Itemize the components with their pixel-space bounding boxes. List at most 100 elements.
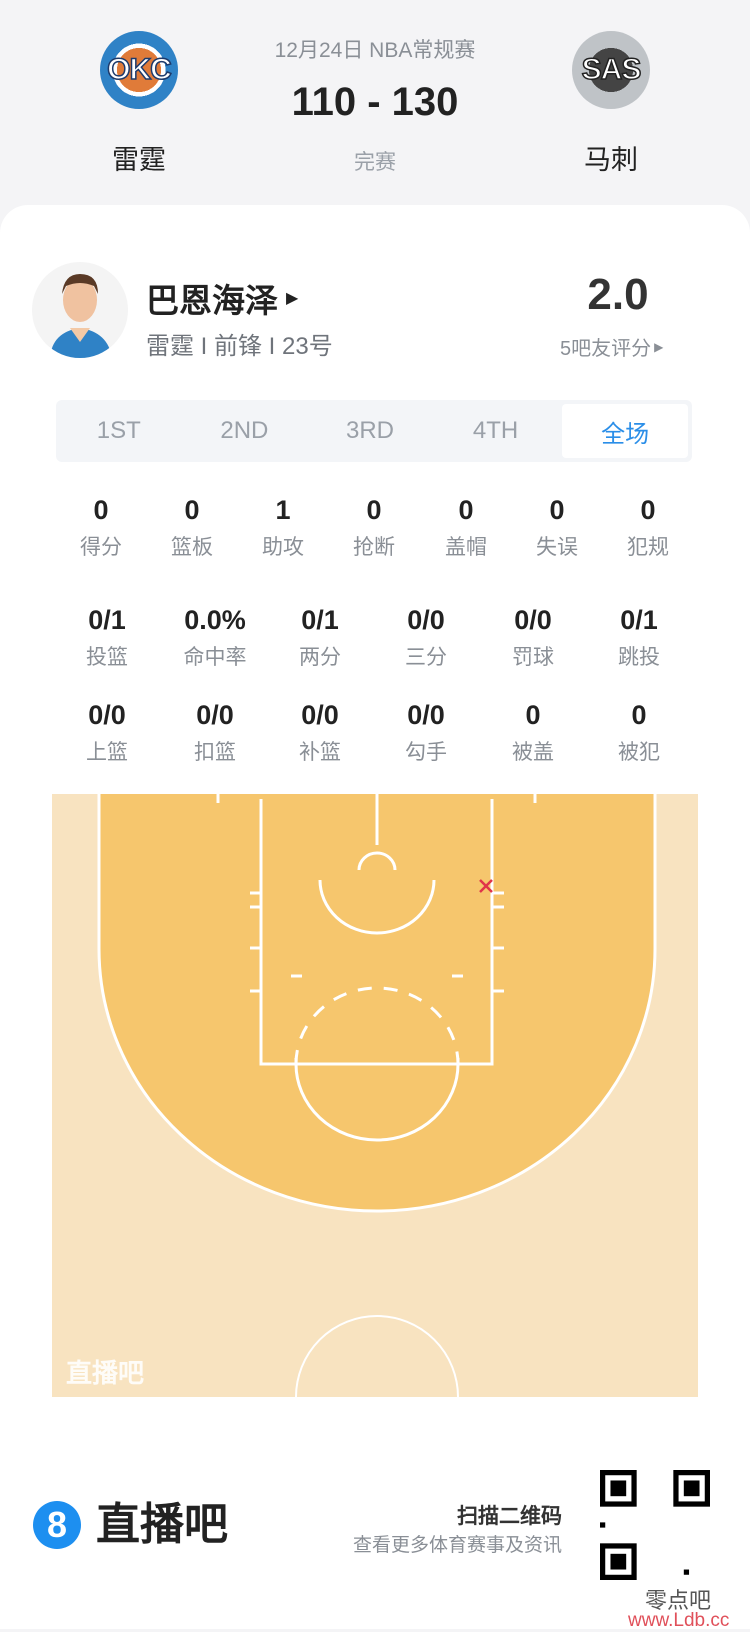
stat-item: 0 盖帽 — [411, 493, 521, 561]
match-status: 完赛 — [354, 151, 396, 174]
stat-label: 助攻 — [262, 536, 304, 559]
qr-code-icon[interactable] — [600, 1470, 710, 1580]
player-name: 巴恩海泽 — [146, 282, 278, 319]
three-point-line — [97, 794, 657, 1213]
rating-label: 5吧友评分 — [560, 338, 652, 360]
stat-value: 0 — [549, 495, 565, 525]
stat-item: 0/0 上篮 — [52, 698, 162, 766]
stat-value: 0/1 — [88, 605, 126, 635]
stat-label: 被犯 — [618, 741, 660, 764]
stat-label: 失误 — [536, 536, 578, 559]
stat-item: 0 得分 — [46, 493, 156, 561]
stat-item: 0.0% 命中率 — [160, 603, 270, 671]
stat-label: 三分 — [405, 646, 447, 669]
court-watermark: 直播吧 — [66, 1358, 144, 1388]
stat-label: 扣篮 — [194, 741, 236, 764]
stat-label: 跳投 — [618, 646, 660, 669]
stat-value: 0 — [631, 700, 647, 730]
stat-value: 0 — [640, 495, 656, 525]
player-info: 雷霆 I 前锋 I 23号 — [146, 333, 333, 360]
stat-item: 0/0 罚球 — [478, 603, 588, 671]
caret-right-icon: ▶ — [654, 339, 664, 354]
scan-title: 扫描二维码 — [457, 1505, 562, 1528]
stat-item: 1 助攻 — [228, 493, 338, 561]
stat-item: 0/0 勾手 — [371, 698, 481, 766]
stat-value: 0/0 — [88, 700, 126, 730]
stat-item: 0 失误 — [502, 493, 612, 561]
stat-item: 0 被犯 — [584, 698, 694, 766]
stat-item: 0 犯规 — [593, 493, 703, 561]
brand-logo-icon: 8 — [33, 1501, 81, 1549]
player-photo-icon — [50, 274, 112, 358]
lane-hash-marks — [250, 891, 504, 993]
brand-name: 直播吧 — [96, 1500, 228, 1549]
stat-value: 0/0 — [407, 700, 445, 730]
tab-4th[interactable]: 4TH — [472, 417, 519, 444]
stat-value: 0.0% — [184, 605, 246, 635]
home-team-name[interactable]: 雷霆 — [112, 145, 166, 175]
stat-label: 得分 — [80, 536, 122, 559]
hoop-arc — [357, 851, 397, 871]
stat-label: 盖帽 — [445, 536, 487, 559]
three-point-area — [99, 794, 655, 1211]
restricted-arc — [318, 879, 436, 935]
tab-2nd[interactable]: 2ND — [220, 417, 269, 444]
stat-value: 0 — [458, 495, 474, 525]
free-throw-circle-top — [294, 986, 460, 1065]
caret-right-icon: ▶ — [286, 290, 299, 307]
stat-value: 0 — [93, 495, 109, 525]
stat-item: 0/1 跳投 — [584, 603, 694, 671]
baseline-ticks — [216, 794, 537, 803]
stat-value: 1 — [275, 495, 291, 525]
scan-subtitle: 查看更多体育赛事及资讯 — [352, 1535, 562, 1556]
stat-value: 0/0 — [407, 605, 445, 635]
stat-label: 投篮 — [86, 646, 128, 669]
rating-link[interactable]: 5吧友评分 ▶ — [560, 332, 710, 361]
tab-1st[interactable]: 1ST — [96, 417, 141, 444]
stat-item: 0/1 两分 — [265, 603, 375, 671]
stat-label: 补篮 — [299, 741, 341, 764]
away-team-name[interactable]: 马刺 — [584, 145, 638, 175]
shot-chart-court: 直播吧 — [52, 794, 698, 1397]
match-date-league: 12月24日 NBA常规赛 — [274, 39, 476, 62]
stat-label: 命中率 — [183, 646, 247, 669]
stat-label: 被盖 — [512, 741, 554, 764]
stat-label: 罚球 — [512, 646, 554, 669]
stat-item: 0/0 扣篮 — [160, 698, 270, 766]
match-score: 110 - 130 — [291, 80, 459, 124]
stat-label: 两分 — [299, 646, 341, 669]
site-watermark: 零点吧 — [645, 1589, 712, 1614]
stat-label: 勾手 — [405, 741, 447, 764]
stat-value: 0/0 — [301, 700, 339, 730]
stat-item: 0/0 补篮 — [265, 698, 375, 766]
site-url: www.Ldb.cc — [628, 1610, 730, 1631]
stat-value: 0 — [184, 495, 200, 525]
tab-full-game[interactable]: 全场 — [562, 404, 688, 458]
stat-value: 0/1 — [620, 605, 658, 635]
stat-value: 0 — [525, 700, 541, 730]
stat-value: 0/0 — [196, 700, 234, 730]
stat-label: 抢断 — [353, 536, 395, 559]
stat-label: 篮板 — [171, 536, 213, 559]
player-rating: 2.0 — [587, 270, 649, 319]
away-team-logo[interactable]: SAS — [572, 31, 650, 109]
home-team-logo[interactable]: OKC — [100, 31, 178, 109]
stat-value: 0 — [366, 495, 382, 525]
shot-miss-marker — [479, 879, 493, 893]
player-avatar[interactable] — [32, 262, 128, 358]
stat-item: 0/1 投篮 — [52, 603, 162, 671]
period-tabs: 1ST 2ND 3RD 4TH 全场 — [56, 400, 692, 462]
stat-item: 0 篮板 — [137, 493, 247, 561]
stat-value: 0/1 — [301, 605, 339, 635]
stat-item: 0/0 三分 — [371, 603, 481, 671]
stat-item: 0 抢断 — [319, 493, 429, 561]
stat-item: 0 被盖 — [478, 698, 588, 766]
stat-label: 犯规 — [627, 536, 669, 559]
stat-label: 上篮 — [86, 741, 128, 764]
free-throw-circle-bottom — [294, 1058, 460, 1142]
center-circle — [295, 1315, 459, 1397]
tab-3rd[interactable]: 3RD — [345, 417, 394, 444]
paint-lines — [259, 799, 494, 1066]
player-name-link[interactable]: 巴恩海泽 ▶ — [146, 274, 298, 322]
stat-value: 0/0 — [514, 605, 552, 635]
